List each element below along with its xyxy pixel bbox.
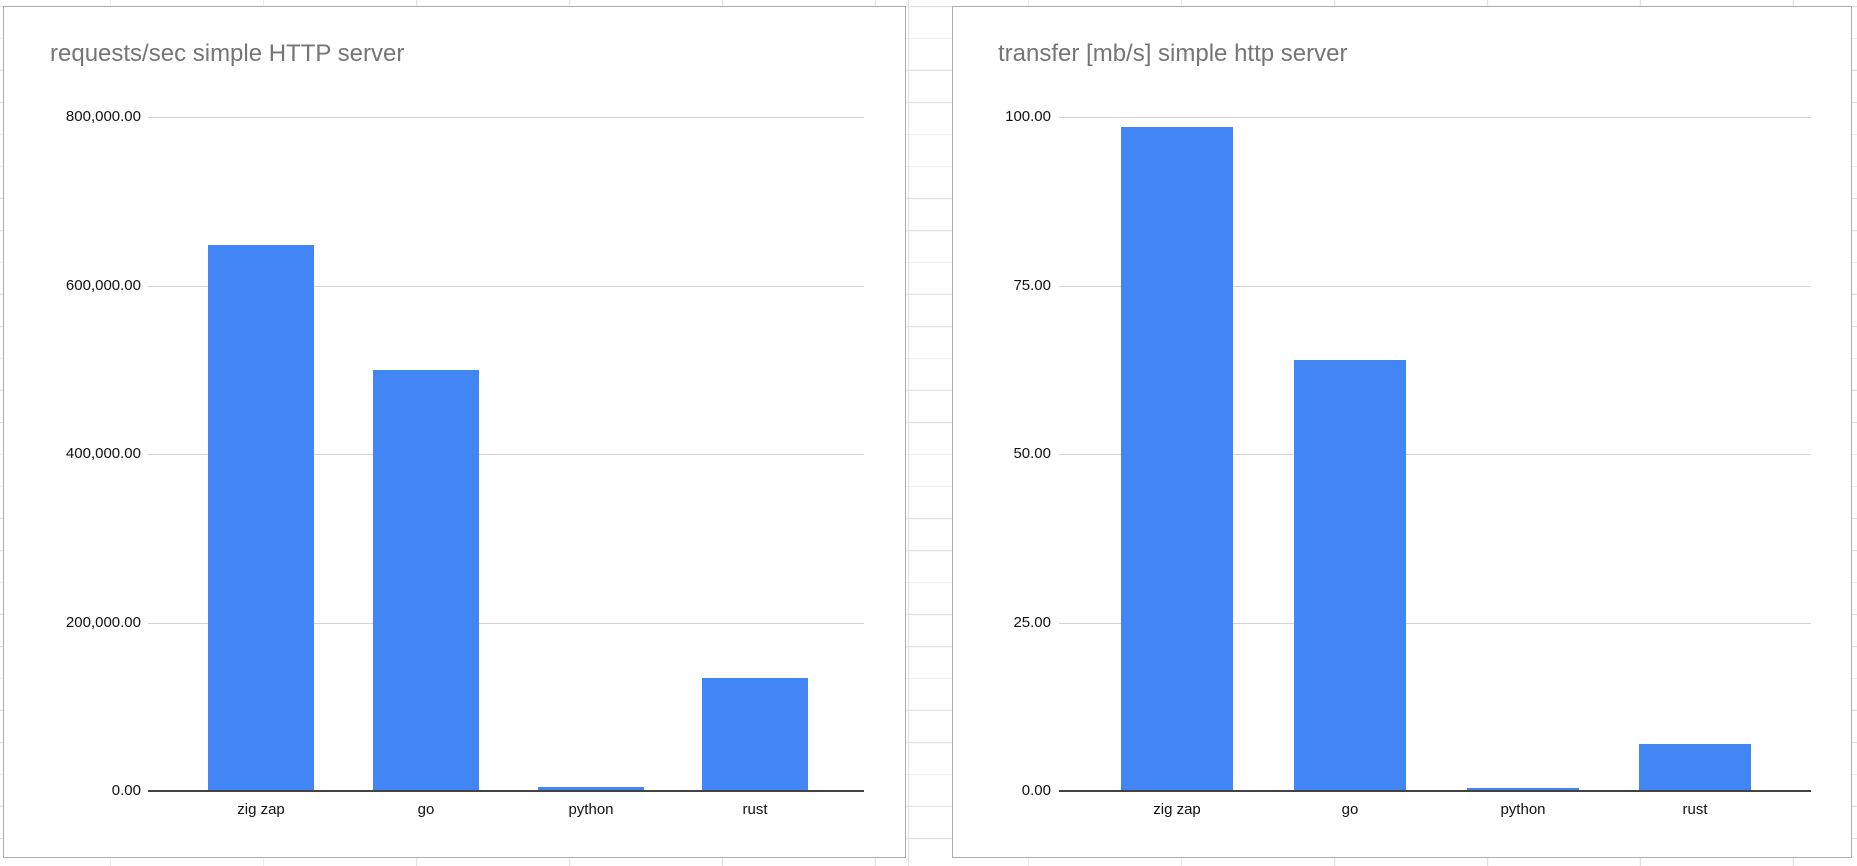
x-axis-category-label: go bbox=[417, 801, 435, 818]
bar-zig-zap[interactable] bbox=[1121, 127, 1233, 791]
y-axis-tick-label: 400,000.00 bbox=[65, 445, 141, 462]
bar-zig-zap[interactable] bbox=[208, 245, 314, 791]
y-axis-tick-label: 0.00 bbox=[1021, 782, 1051, 799]
bar-python[interactable] bbox=[1467, 788, 1579, 791]
x-axis-category-label: zig zap bbox=[1153, 801, 1201, 818]
y-gridline bbox=[148, 454, 864, 455]
y-axis-tick-label: 50.00 bbox=[1013, 445, 1051, 462]
y-axis-tick-label: 0.00 bbox=[111, 782, 141, 799]
chart-title: transfer [mb/s] simple http server bbox=[998, 40, 1348, 67]
y-axis-tick-label: 25.00 bbox=[1013, 614, 1051, 631]
bar-go[interactable] bbox=[1294, 360, 1406, 791]
x-axis-line bbox=[148, 790, 864, 792]
x-axis-category-label: python bbox=[568, 801, 614, 818]
y-axis-tick-label: 100.00 bbox=[1005, 108, 1051, 125]
chart-requests-per-sec[interactable]: requests/sec simple HTTP server 800,000.… bbox=[3, 6, 906, 858]
x-axis-category-label: zig zap bbox=[237, 801, 285, 818]
bar-python[interactable] bbox=[538, 787, 644, 791]
y-axis-tick-label: 600,000.00 bbox=[65, 277, 141, 294]
y-gridline bbox=[148, 623, 864, 624]
bar-rust[interactable] bbox=[702, 678, 808, 791]
y-axis-tick-label: 75.00 bbox=[1013, 277, 1051, 294]
x-axis-line bbox=[1059, 790, 1811, 792]
x-axis-category-label: go bbox=[1341, 801, 1359, 818]
bar-go[interactable] bbox=[373, 370, 479, 791]
x-axis-category-label: rust bbox=[742, 801, 768, 818]
spreadsheet-column-line bbox=[908, 0, 909, 866]
y-gridline bbox=[1059, 454, 1811, 455]
x-axis-category-label: rust bbox=[1682, 801, 1708, 818]
bar-rust[interactable] bbox=[1639, 744, 1751, 791]
y-gridline bbox=[148, 286, 864, 287]
y-axis-tick-label: 800,000.00 bbox=[65, 108, 141, 125]
y-gridline bbox=[1059, 286, 1811, 287]
y-gridline bbox=[1059, 623, 1811, 624]
y-gridline bbox=[148, 117, 864, 118]
x-axis-category-label: python bbox=[1500, 801, 1546, 818]
chart-title: requests/sec simple HTTP server bbox=[50, 40, 405, 67]
y-gridline bbox=[1059, 117, 1811, 118]
chart-transfer-mbps[interactable]: transfer [mb/s] simple http server 100.0… bbox=[952, 6, 1852, 858]
y-axis-tick-label: 200,000.00 bbox=[65, 614, 141, 631]
